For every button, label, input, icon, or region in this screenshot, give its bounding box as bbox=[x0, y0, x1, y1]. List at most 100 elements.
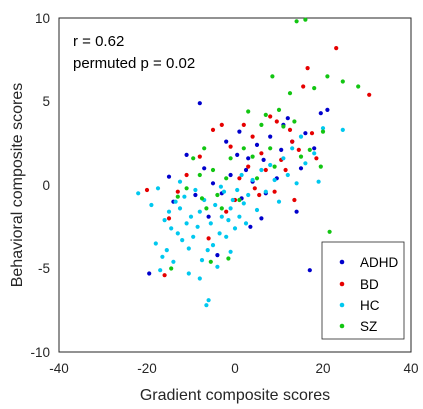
point-hc bbox=[226, 218, 231, 223]
legend-label-hc: HC bbox=[360, 298, 380, 313]
point-hc bbox=[162, 218, 167, 223]
point-adhd bbox=[228, 172, 233, 178]
point-sz bbox=[237, 197, 242, 203]
point-adhd bbox=[303, 131, 308, 136]
point-hc bbox=[285, 172, 290, 178]
point-bd bbox=[274, 119, 279, 124]
point-hc bbox=[186, 271, 191, 276]
point-hc bbox=[235, 187, 240, 193]
point-sz bbox=[292, 119, 297, 124]
legend-label-bd: BD bbox=[360, 277, 379, 292]
point-hc bbox=[254, 207, 260, 213]
point-hc bbox=[213, 202, 218, 208]
point-sz bbox=[197, 172, 202, 178]
point-hc bbox=[191, 234, 196, 239]
y-tick-label: -10 bbox=[30, 345, 50, 360]
point-bd bbox=[257, 192, 262, 198]
point-sz bbox=[356, 84, 361, 89]
point-hc bbox=[169, 226, 174, 231]
point-hc bbox=[290, 146, 295, 151]
point-bd bbox=[237, 176, 242, 181]
legend-label-adhd: ADHD bbox=[360, 255, 399, 270]
point-bd bbox=[144, 187, 150, 193]
point-sz bbox=[208, 259, 213, 264]
point-hc bbox=[188, 214, 194, 219]
point-adhd bbox=[237, 129, 242, 134]
point-sz bbox=[325, 74, 330, 79]
point-hc bbox=[186, 246, 191, 251]
point-sz bbox=[219, 206, 224, 211]
point-hc bbox=[177, 206, 183, 211]
point-adhd bbox=[193, 192, 198, 198]
point-hc bbox=[182, 194, 187, 199]
x-tick-label: -20 bbox=[137, 361, 157, 376]
point-bd bbox=[197, 154, 202, 159]
point-bd bbox=[162, 273, 167, 278]
point-sz bbox=[298, 154, 304, 159]
point-adhd bbox=[279, 147, 284, 152]
point-hc bbox=[204, 303, 209, 308]
point-hc bbox=[136, 191, 141, 196]
point-adhd bbox=[197, 101, 202, 106]
point-sz bbox=[254, 176, 260, 181]
legend-marker-adhd bbox=[339, 259, 345, 265]
point-adhd bbox=[298, 166, 304, 171]
point-bd bbox=[314, 156, 319, 161]
point-sz bbox=[303, 17, 308, 22]
point-sz bbox=[246, 109, 251, 114]
point-sz bbox=[307, 147, 312, 152]
x-axis-label: Gradient composite scores bbox=[140, 387, 330, 404]
point-hc bbox=[205, 248, 210, 253]
legend-label-sz: SZ bbox=[360, 319, 377, 334]
point-hc bbox=[312, 151, 317, 156]
point-hc bbox=[230, 197, 235, 203]
point-adhd bbox=[259, 216, 264, 221]
point-hc bbox=[320, 126, 326, 131]
point-hc bbox=[221, 189, 227, 194]
point-hc bbox=[239, 172, 244, 178]
point-hc bbox=[224, 234, 229, 239]
y-axis-label: Behavioral composite scores bbox=[9, 83, 26, 288]
point-adhd bbox=[184, 152, 189, 157]
point-hc bbox=[298, 134, 304, 139]
point-sz bbox=[226, 256, 231, 261]
x-tick-label: 0 bbox=[231, 361, 239, 376]
point-sz bbox=[276, 107, 282, 112]
point-bd bbox=[367, 92, 372, 97]
point-sz bbox=[270, 74, 275, 79]
point-adhd bbox=[166, 174, 172, 179]
correlation-annotation: r = 0.62 bbox=[73, 33, 124, 50]
point-bd bbox=[290, 139, 295, 144]
y-tick-label: 10 bbox=[35, 11, 50, 26]
point-hc bbox=[340, 127, 345, 132]
point-hc bbox=[197, 276, 202, 281]
point-hc bbox=[294, 181, 299, 186]
point-hc bbox=[303, 161, 308, 166]
point-sz bbox=[184, 186, 189, 191]
point-sz bbox=[241, 146, 246, 151]
point-hc bbox=[228, 249, 233, 254]
legend-marker-sz bbox=[339, 323, 345, 329]
point-adhd bbox=[235, 152, 240, 157]
point-hc bbox=[250, 177, 255, 183]
y-tick-label: 5 bbox=[42, 94, 50, 109]
point-hc bbox=[210, 243, 216, 248]
point-hc bbox=[155, 186, 161, 191]
x-tick-label: 20 bbox=[315, 361, 330, 376]
point-adhd bbox=[307, 268, 312, 273]
point-bd bbox=[184, 172, 189, 178]
point-sz bbox=[204, 206, 209, 211]
point-adhd bbox=[243, 167, 249, 173]
point-sz bbox=[210, 167, 216, 173]
point-hc bbox=[228, 206, 233, 211]
point-bd bbox=[272, 189, 277, 194]
point-adhd bbox=[294, 209, 299, 214]
point-hc bbox=[232, 226, 238, 231]
point-bd bbox=[210, 127, 216, 132]
point-hc bbox=[276, 199, 282, 204]
point-sz bbox=[287, 91, 293, 96]
point-hc bbox=[237, 214, 242, 219]
legend-box bbox=[321, 241, 405, 340]
point-sz bbox=[327, 229, 332, 234]
point-adhd bbox=[202, 166, 207, 171]
